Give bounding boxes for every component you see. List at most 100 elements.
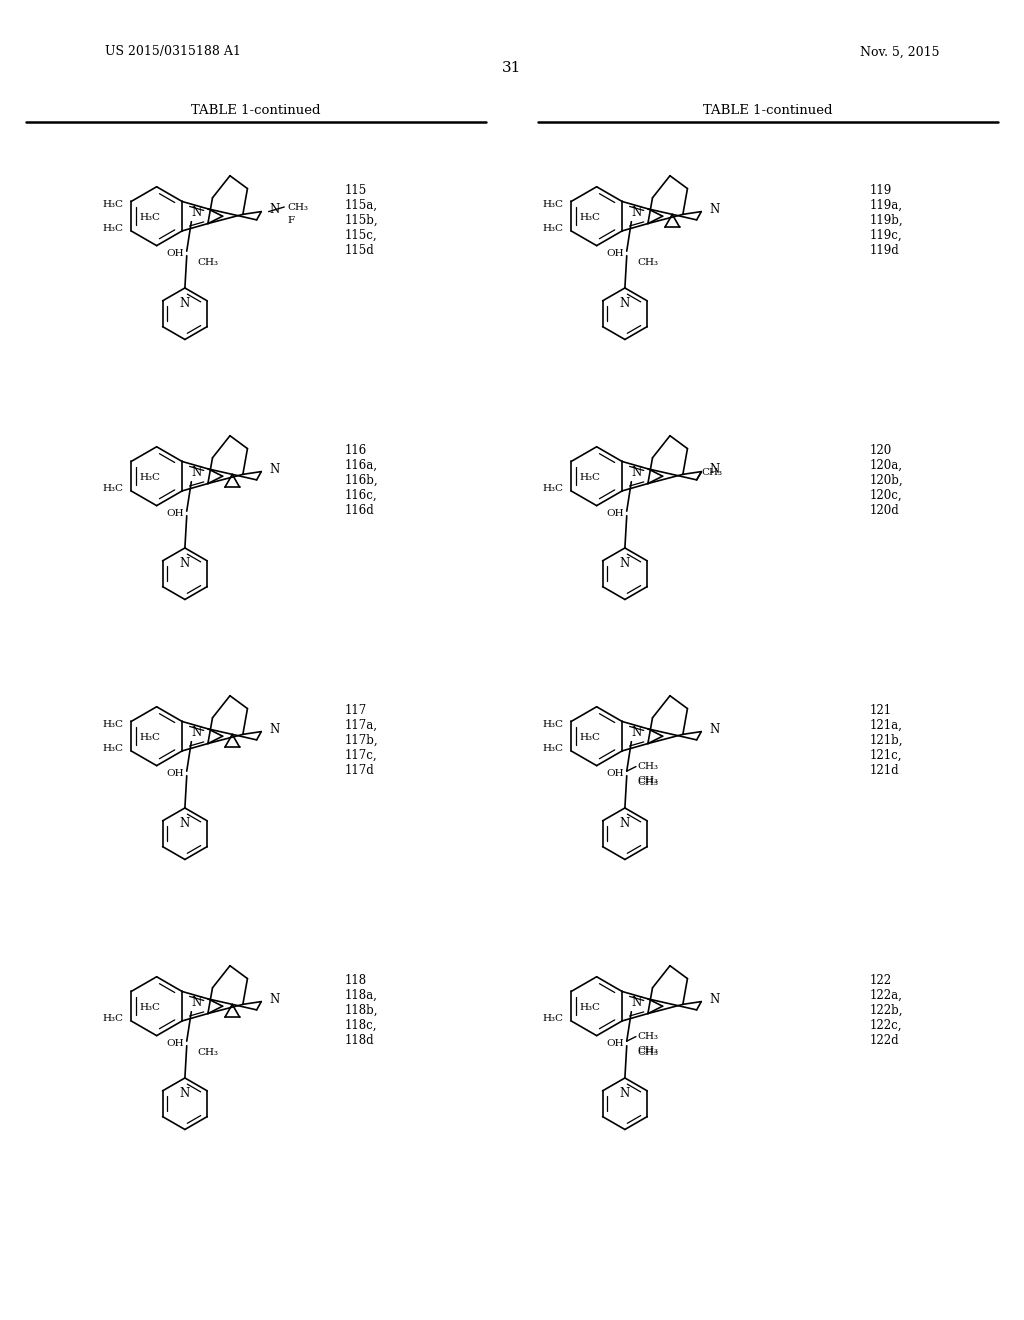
Text: H₃C: H₃C xyxy=(102,223,124,232)
Text: 116: 116 xyxy=(345,444,368,457)
Text: 118d: 118d xyxy=(345,1034,375,1047)
Text: H₃C: H₃C xyxy=(139,473,160,482)
Text: 119a,: 119a, xyxy=(870,198,903,211)
Text: N: N xyxy=(180,297,190,310)
Text: H₃C: H₃C xyxy=(139,1003,160,1011)
Text: 119b,: 119b, xyxy=(870,214,903,227)
Text: CH₃: CH₃ xyxy=(638,1045,658,1055)
Text: H₃C: H₃C xyxy=(579,473,600,482)
Text: 119d: 119d xyxy=(870,243,900,256)
Text: OH: OH xyxy=(606,770,624,779)
Text: 118b,: 118b, xyxy=(345,1003,379,1016)
Text: N: N xyxy=(269,723,280,737)
Text: H₃C: H₃C xyxy=(543,483,564,492)
Text: N: N xyxy=(180,1088,190,1100)
Text: OH: OH xyxy=(166,510,184,519)
Text: 116a,: 116a, xyxy=(345,458,378,471)
Text: 120c,: 120c, xyxy=(870,488,902,502)
Text: N: N xyxy=(710,993,720,1006)
Text: 120a,: 120a, xyxy=(870,458,903,471)
Text: 31: 31 xyxy=(503,61,521,75)
Text: 115c,: 115c, xyxy=(345,228,378,242)
Text: N: N xyxy=(180,817,190,830)
Text: OH: OH xyxy=(166,770,184,779)
Text: CH₃: CH₃ xyxy=(638,1048,658,1057)
Text: US 2015/0315188 A1: US 2015/0315188 A1 xyxy=(105,45,241,58)
Text: 117: 117 xyxy=(345,704,368,717)
Text: H₃C: H₃C xyxy=(543,1014,564,1023)
Text: N: N xyxy=(620,817,630,830)
Text: 115: 115 xyxy=(345,183,368,197)
Text: 121a,: 121a, xyxy=(870,718,903,731)
Text: H₃C: H₃C xyxy=(543,743,564,752)
Text: 115b,: 115b, xyxy=(345,214,379,227)
Text: 117a,: 117a, xyxy=(345,718,378,731)
Text: 115a,: 115a, xyxy=(345,198,378,211)
Text: H₃C: H₃C xyxy=(102,199,124,209)
Text: 121b,: 121b, xyxy=(870,734,903,747)
Text: 117b,: 117b, xyxy=(345,734,379,747)
Text: 119c,: 119c, xyxy=(870,228,902,242)
Text: CH₃: CH₃ xyxy=(638,776,658,785)
Text: N: N xyxy=(710,723,720,737)
Text: CH₃: CH₃ xyxy=(638,762,658,771)
Text: CH₃: CH₃ xyxy=(198,257,219,267)
Text: N: N xyxy=(191,726,202,739)
Text: 122a,: 122a, xyxy=(870,989,903,1002)
Text: 122c,: 122c, xyxy=(870,1019,902,1031)
Text: F: F xyxy=(287,216,294,226)
Text: N: N xyxy=(191,466,202,479)
Text: N: N xyxy=(620,297,630,310)
Text: N: N xyxy=(710,203,720,216)
Text: H₃C: H₃C xyxy=(102,743,124,752)
Text: 116b,: 116b, xyxy=(345,474,379,487)
Text: CH₃: CH₃ xyxy=(287,202,308,211)
Text: 122b,: 122b, xyxy=(870,1003,903,1016)
Text: N: N xyxy=(620,1088,630,1100)
Text: 115d: 115d xyxy=(345,243,375,256)
Text: 120: 120 xyxy=(870,444,892,457)
Text: 121: 121 xyxy=(870,704,892,717)
Text: N: N xyxy=(269,463,280,477)
Text: OH: OH xyxy=(606,510,624,519)
Text: 120d: 120d xyxy=(870,503,900,516)
Text: H₃C: H₃C xyxy=(543,719,564,729)
Text: 120b,: 120b, xyxy=(870,474,903,487)
Text: OH: OH xyxy=(606,1039,624,1048)
Text: H₃C: H₃C xyxy=(579,733,600,742)
Text: OH: OH xyxy=(606,249,624,259)
Text: N: N xyxy=(632,466,642,479)
Text: 119: 119 xyxy=(870,183,892,197)
Text: 118a,: 118a, xyxy=(345,989,378,1002)
Text: 117d: 117d xyxy=(345,763,375,776)
Text: H₃C: H₃C xyxy=(579,213,600,222)
Text: CH₃: CH₃ xyxy=(701,469,722,477)
Text: N: N xyxy=(269,203,280,216)
Text: 121c,: 121c, xyxy=(870,748,902,762)
Text: H₃C: H₃C xyxy=(102,483,124,492)
Text: N: N xyxy=(632,726,642,739)
Text: 122d: 122d xyxy=(870,1034,900,1047)
Text: 118c,: 118c, xyxy=(345,1019,378,1031)
Text: 117c,: 117c, xyxy=(345,748,378,762)
Text: H₃C: H₃C xyxy=(139,733,160,742)
Text: N: N xyxy=(710,463,720,477)
Text: 118: 118 xyxy=(345,974,368,986)
Text: N: N xyxy=(269,993,280,1006)
Text: H₃C: H₃C xyxy=(139,213,160,222)
Text: TABLE 1-continued: TABLE 1-continued xyxy=(703,103,833,116)
Text: N: N xyxy=(620,557,630,570)
Text: H₃C: H₃C xyxy=(543,223,564,232)
Text: N: N xyxy=(632,206,642,219)
Text: N: N xyxy=(180,557,190,570)
Text: 116c,: 116c, xyxy=(345,488,378,502)
Text: Nov. 5, 2015: Nov. 5, 2015 xyxy=(860,45,940,58)
Text: N: N xyxy=(191,997,202,1008)
Text: OH: OH xyxy=(166,249,184,259)
Text: CH₃: CH₃ xyxy=(638,1032,658,1041)
Text: OH: OH xyxy=(166,1039,184,1048)
Text: CH₃: CH₃ xyxy=(638,777,658,787)
Text: 121d: 121d xyxy=(870,763,900,776)
Text: TABLE 1-continued: TABLE 1-continued xyxy=(191,103,321,116)
Text: H₃C: H₃C xyxy=(579,1003,600,1011)
